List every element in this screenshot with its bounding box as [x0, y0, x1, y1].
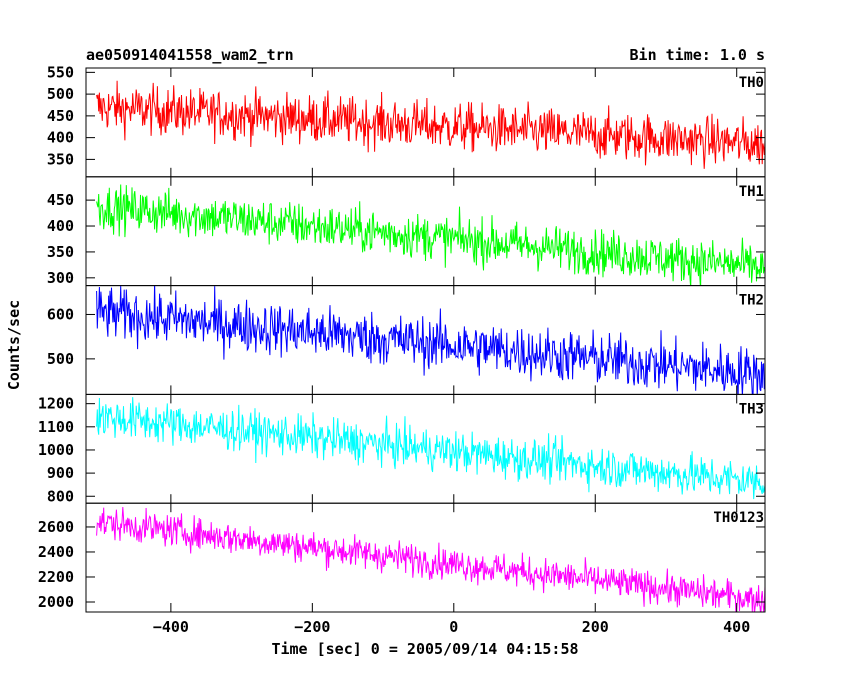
panel-th2: 500 600 TH2 — [47, 285, 766, 395]
bin-time-label: Bin time: 1.0 s — [630, 46, 765, 64]
panel-frame — [85, 502, 766, 613]
panel-th1: 300 350 400 450 TH1 — [47, 176, 766, 287]
y-tick-label: 1000 — [38, 441, 74, 459]
light-curve-th1 — [96, 184, 765, 286]
panel-th0: 350 400 450 500 550 TH0 — [47, 63, 766, 178]
x-axis: −400 −200 0 200 400 — [153, 618, 750, 636]
y-tick-label: 1200 — [38, 395, 74, 413]
y-tick-label: 350 — [47, 243, 74, 261]
panel-th0123: 2000 2200 2400 2600 TH0123 — [38, 502, 766, 613]
y-tick-label: 400 — [47, 217, 74, 235]
y-tick-label: 1100 — [38, 418, 74, 436]
panel-label: TH2 — [739, 293, 764, 309]
y-tick-label: 600 — [47, 305, 74, 323]
x-tick-label: 0 — [449, 618, 458, 636]
light-curve-th0123 — [96, 506, 765, 613]
x-tick-label: 200 — [582, 618, 609, 636]
y-tick-label: 2200 — [38, 568, 74, 586]
light-curve-th2 — [96, 285, 765, 395]
chart-title: ae050914041558_wam2_trn — [86, 46, 294, 64]
y-tick-label: 2000 — [38, 593, 74, 611]
panel-label: TH0123 — [713, 510, 764, 526]
y-tick-label: 400 — [47, 129, 74, 147]
panel-frame — [85, 285, 766, 395]
y-tick-label: 2400 — [38, 543, 74, 561]
y-tick-label: 500 — [47, 350, 74, 368]
y-tick-label: 550 — [47, 63, 74, 81]
x-tick-label: −400 — [153, 618, 189, 636]
y-tick-label: 2600 — [38, 518, 74, 536]
panel-label: TH0 — [739, 75, 764, 91]
panel-th3: 800 900 1000 1100 1200 TH3 — [38, 393, 766, 505]
y-tick-label: 500 — [47, 85, 74, 103]
panels-group: 350 400 450 500 550 TH0 300 350 400 450 TH1 500 600 T… — [38, 63, 766, 613]
x-axis-label: Time [sec] 0 = 2005/09/14 04:15:58 — [271, 640, 578, 658]
y-tick-label: 300 — [47, 269, 74, 287]
light-curve-th3 — [96, 397, 765, 500]
panel-label: TH1 — [739, 184, 764, 200]
light-curve-th0 — [96, 80, 765, 169]
x-tick-label: −200 — [294, 618, 330, 636]
y-tick-label: 450 — [47, 191, 74, 209]
y-tick-label: 800 — [47, 487, 74, 505]
x-tick-label: 400 — [723, 618, 750, 636]
y-axis-label: Counts/sec — [5, 300, 23, 390]
panel-label: TH3 — [739, 401, 764, 417]
y-tick-label: 900 — [47, 464, 74, 482]
y-tick-label: 350 — [47, 150, 74, 168]
y-tick-label: 450 — [47, 107, 74, 125]
